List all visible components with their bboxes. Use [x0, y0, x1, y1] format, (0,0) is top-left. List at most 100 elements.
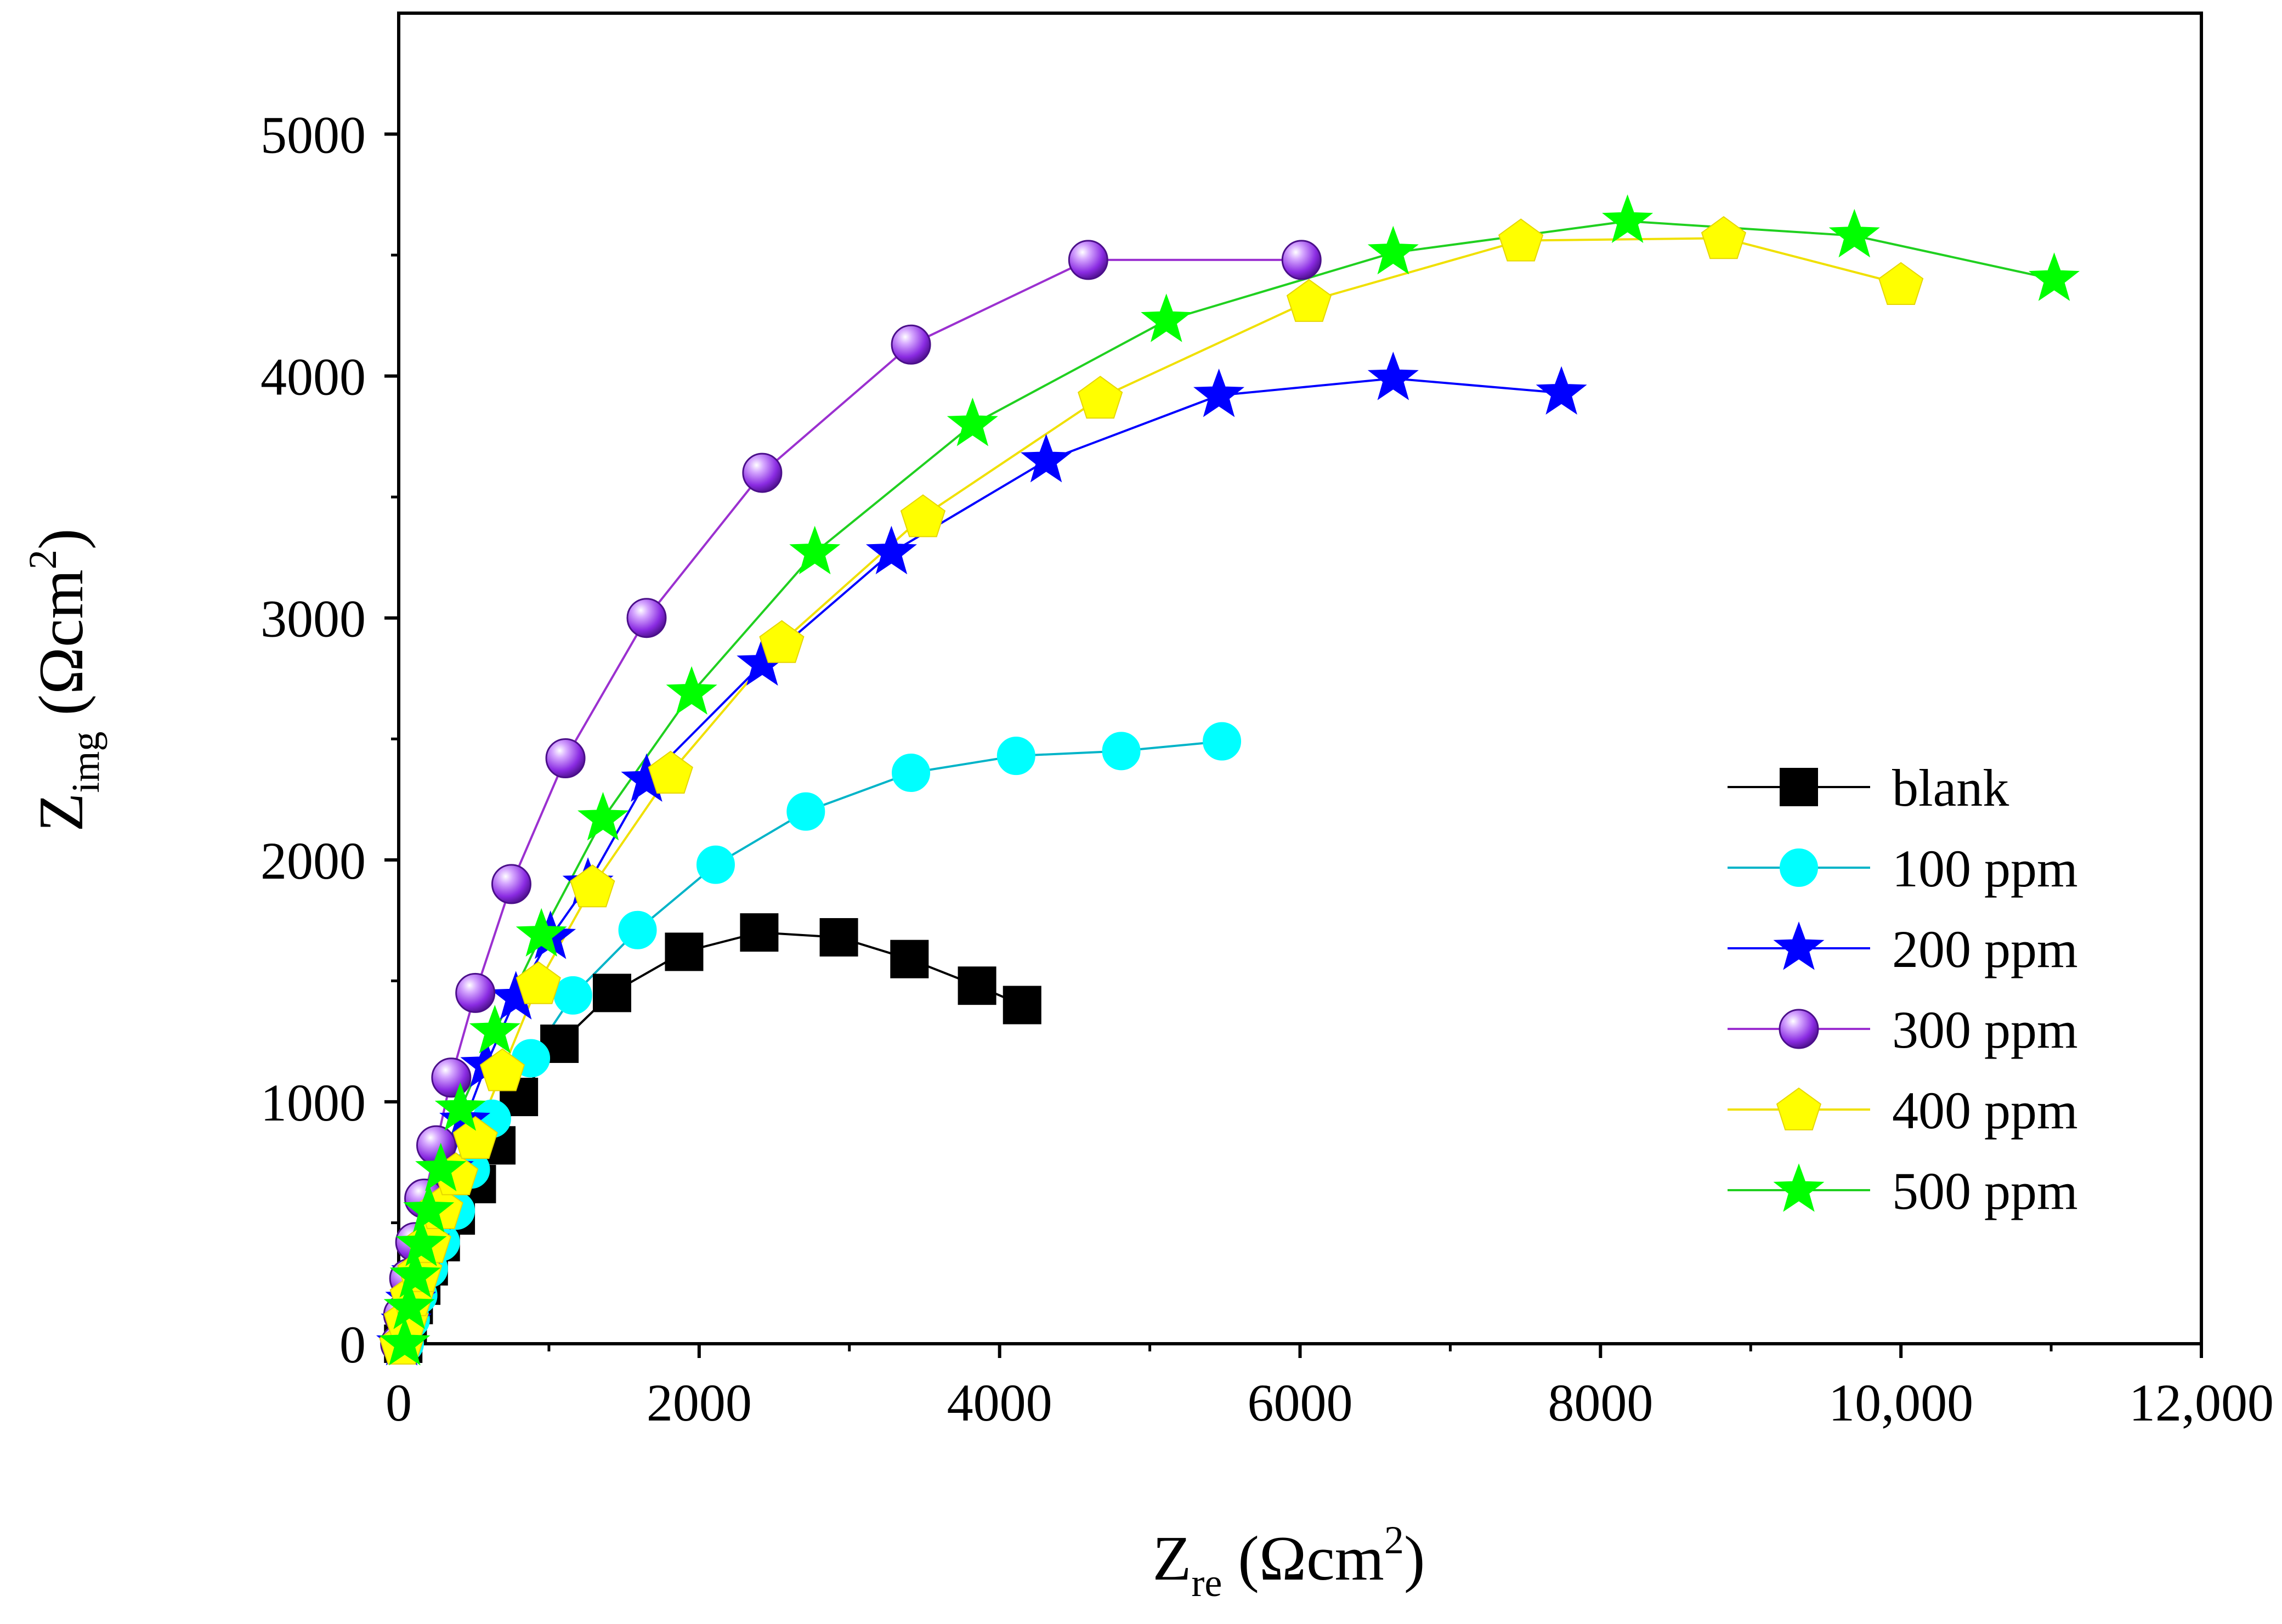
data-point-500-ppm [403, 1184, 455, 1232]
data-point-500-ppm [1602, 194, 1654, 243]
data-point-100-ppm [1102, 732, 1141, 771]
series-points-500-ppm [379, 194, 2080, 1366]
data-point-500-ppm [383, 1280, 435, 1329]
legend-entry-500-ppm: 500 ppm [1728, 1162, 2078, 1220]
y-tick-label: 4000 [261, 348, 366, 406]
legend-entry-200-ppm: 200 ppm [1728, 920, 2078, 978]
data-point-200-ppm [1193, 368, 1245, 417]
data-point-300-ppm [491, 864, 531, 904]
data-point-400-ppm [516, 961, 561, 1004]
data-point-500-ppm [666, 666, 717, 715]
data-point-500-ppm [789, 525, 841, 575]
data-point-300-ppm [431, 1057, 472, 1098]
data-point-500-ppm [389, 1249, 441, 1298]
data-point-400-ppm [479, 1048, 525, 1091]
data-point-100-ppm [996, 737, 1035, 776]
data-point-100-ppm [1203, 722, 1242, 761]
data-point-400-ppm [648, 750, 693, 794]
data-point-blank [819, 918, 858, 957]
data-point-400-ppm [1286, 279, 1332, 322]
x-tick-label: 8000 [1548, 1373, 1653, 1432]
data-point-100-ppm [786, 792, 825, 831]
y-tick-label: 2000 [261, 831, 366, 890]
data-point-200-ppm [1367, 352, 1419, 400]
data-point-500-ppm [947, 397, 998, 446]
x-tick-label: 10,000 [1828, 1373, 1973, 1432]
x-tick-label: 6000 [1248, 1373, 1353, 1432]
series-points-200-ppm [376, 352, 1587, 1366]
legend-marker [1780, 768, 1818, 806]
legend-entry-400-ppm: 400 ppm [1728, 1081, 2078, 1140]
legend-entry-300-ppm: 300 ppm [1728, 1000, 2078, 1059]
x-tick-label: 12,000 [2129, 1373, 2274, 1432]
data-point-200-ppm [865, 525, 917, 575]
data-point-200-ppm [1536, 366, 1587, 415]
legend-label: 300 ppm [1892, 1000, 2078, 1059]
legend-label: 200 ppm [1892, 920, 2078, 978]
data-point-100-ppm [696, 845, 735, 884]
legend-marker [1779, 1009, 1819, 1049]
data-point-blank [1003, 986, 1041, 1025]
y-tick-label: 0 [339, 1315, 366, 1374]
data-point-400-ppm [1878, 262, 1924, 305]
axis-titles: Zre (Ωcm2) Zimg (Ωcm2) [21, 528, 1425, 1605]
series-points-400-ppm [379, 216, 1924, 1365]
legend-entry-blank: blank [1728, 759, 2009, 817]
y-tick-label: 1000 [261, 1073, 366, 1132]
axis-ticks: 0 2000 4000 6000 8000 10,000 12,000 0 1000 2000 30… [261, 106, 2274, 1432]
data-point-blank [740, 913, 779, 952]
data-point-300-ppm [545, 738, 586, 779]
data-point-500-ppm [1141, 293, 1192, 342]
data-point-500-ppm [415, 1142, 467, 1191]
data-point-400-ppm [452, 1116, 498, 1159]
legend-label: 500 ppm [1892, 1162, 2078, 1220]
data-point-300-ppm [455, 972, 496, 1013]
data-point-blank [592, 974, 631, 1012]
legend-label: 100 ppm [1892, 839, 2078, 898]
data-point-300-ppm [742, 452, 783, 493]
legend-label: 400 ppm [1892, 1081, 2078, 1140]
data-point-500-ppm [577, 791, 629, 841]
data-point-300-ppm [1281, 240, 1322, 280]
data-point-100-ppm [892, 754, 931, 793]
data-point-500-ppm [434, 1082, 486, 1131]
data-point-300-ppm [626, 598, 667, 638]
data-point-blank [958, 966, 996, 1005]
data-point-200-ppm [1021, 434, 1072, 483]
legend-marker [1776, 1087, 1822, 1130]
data-point-400-ppm [570, 864, 615, 908]
series-line-400-ppm [400, 237, 1901, 1344]
data-point-400-ppm [759, 620, 805, 663]
legend-marker [1780, 848, 1818, 887]
data-point-500-ppm [469, 1005, 520, 1054]
y-tick-label: 5000 [261, 106, 366, 165]
series-markers [376, 194, 2080, 1366]
series-line-300-ppm [399, 258, 1302, 1344]
plot-frame [397, 12, 2203, 1345]
data-point-400-ppm [1701, 216, 1747, 259]
y-tick-label: 3000 [261, 590, 366, 648]
x-tick-label: 0 [386, 1373, 412, 1432]
data-point-400-ppm [1078, 376, 1123, 419]
data-point-300-ppm [891, 324, 931, 365]
data-point-100-ppm [618, 910, 657, 949]
data-point-blank [890, 940, 929, 978]
legend-label: blank [1892, 759, 2009, 817]
data-point-500-ppm [395, 1218, 447, 1266]
data-point-500-ppm [379, 1317, 431, 1366]
data-point-500-ppm [1828, 208, 1880, 258]
legend-marker [1773, 921, 1825, 970]
x-tick-label: 2000 [647, 1373, 752, 1432]
data-point-500-ppm [2029, 252, 2080, 301]
data-point-300-ppm [1068, 240, 1108, 280]
data-point-500-ppm [1367, 225, 1419, 275]
y-axis-title: Zimg (Ωcm2) [21, 528, 107, 831]
data-point-100-ppm [553, 976, 592, 1015]
legend-marker [1773, 1163, 1825, 1212]
plot-area-border [397, 12, 2203, 1345]
data-point-500-ppm [516, 908, 567, 957]
x-axis-title: Zre (Ωcm2) [1153, 1518, 1425, 1605]
legend-entry-100-ppm: 100 ppm [1728, 839, 2078, 898]
